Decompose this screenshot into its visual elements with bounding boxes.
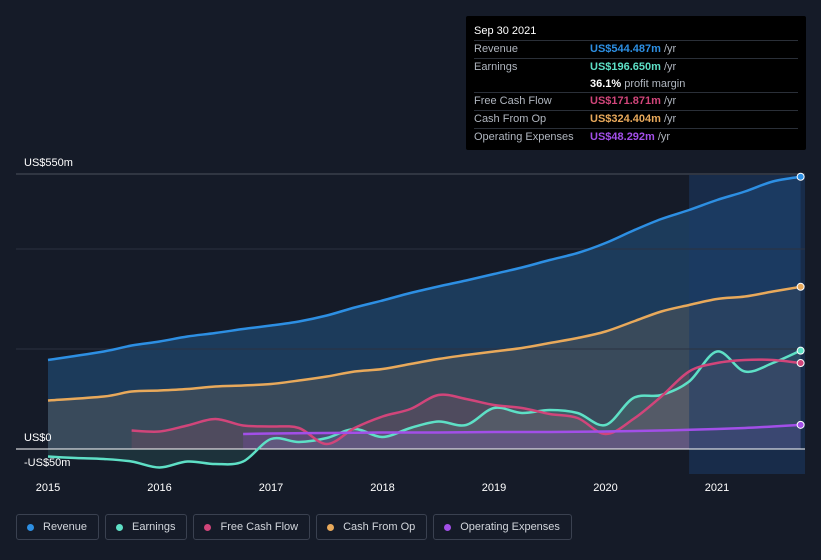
tooltip-label: Earnings bbox=[474, 60, 518, 73]
endpoint-cash-from-op bbox=[796, 282, 805, 291]
tooltip-panel: Sep 30 2021 Revenue US$544.487m/yr Earning… bbox=[466, 16, 806, 150]
x-tick-label: 2017 bbox=[259, 482, 283, 494]
tooltip-date: Sep 30 2021 bbox=[474, 25, 537, 37]
grid-lines bbox=[16, 173, 805, 450]
series-line-earnings bbox=[47, 349, 802, 469]
legend-label: Cash From Op bbox=[343, 521, 416, 533]
tooltip-unit: /yr bbox=[663, 95, 677, 108]
legend-item-cash-from-op[interactable]: Cash From Op bbox=[316, 514, 428, 540]
legend-label: Free Cash Flow bbox=[220, 521, 299, 533]
x-tick-label: 2018 bbox=[370, 482, 394, 494]
x-tick-label: 2021 bbox=[705, 482, 729, 494]
forecast-highlight-band bbox=[689, 175, 805, 474]
tooltip-label: Operating Expenses bbox=[474, 130, 574, 143]
legend-item-operating-expenses[interactable]: Operating Expenses bbox=[433, 514, 572, 540]
tooltip-unit: /yr bbox=[663, 43, 677, 55]
tooltip-row: 36.1% profit margin bbox=[474, 76, 798, 93]
legend-item-free-cash-flow[interactable]: Free Cash Flow bbox=[193, 514, 311, 540]
tooltip-row: Earnings US$196.650m/yr bbox=[474, 57, 798, 76]
series-line-revenue bbox=[47, 175, 801, 362]
tooltip-row: Cash From Op US$324.404m/yr bbox=[474, 110, 798, 128]
area-revenue bbox=[48, 176, 801, 450]
area-free-cash-flow bbox=[131, 359, 801, 449]
axis-labels: US$550m US$0 -US$50m bbox=[24, 157, 73, 469]
y-label-bottom: -US$50m bbox=[24, 457, 70, 469]
tooltip-value: US$171.871m bbox=[590, 95, 661, 108]
x-tick-label: 2020 bbox=[593, 482, 617, 494]
endpoint-operating-expenses bbox=[796, 420, 805, 429]
tooltip-value: US$48.292m bbox=[590, 130, 655, 143]
legend-dot-icon bbox=[327, 523, 335, 531]
tooltip-row: Revenue US$544.487m/yr bbox=[474, 40, 798, 58]
tooltip-label: Free Cash Flow bbox=[474, 95, 552, 108]
tooltip-label: Cash From Op bbox=[474, 113, 547, 126]
legend-label: Earnings bbox=[132, 521, 176, 533]
endpoint-earnings bbox=[796, 346, 805, 355]
y-label-zero: US$0 bbox=[24, 432, 52, 444]
tooltip-value: 36.1% bbox=[590, 77, 622, 90]
legend-label: Operating Expenses bbox=[460, 521, 560, 533]
x-tick-labels: 2015 2016 2017 2018 2019 2020 2021 bbox=[36, 482, 729, 494]
tooltip-unit: /yr bbox=[663, 60, 677, 73]
x-tick-label: 2016 bbox=[147, 482, 171, 494]
tooltip-label bbox=[474, 76, 590, 93]
legend-dot-icon bbox=[116, 523, 124, 531]
legend-dot-icon bbox=[444, 523, 452, 531]
legend: Revenue Earnings Free Cash Flow Cash From O… bbox=[16, 514, 578, 542]
series-line-free-cash-flow bbox=[131, 358, 801, 446]
series-line-cash-from-op bbox=[47, 285, 801, 402]
tooltip-value: US$544.487m bbox=[590, 43, 661, 55]
area-fills bbox=[48, 176, 801, 468]
legend-dot-icon bbox=[27, 523, 34, 531]
y-label-top: US$550m bbox=[24, 157, 73, 169]
legend-item-revenue[interactable]: Revenue bbox=[16, 514, 100, 540]
tooltip-row: Operating Expenses US$48.292m/yr bbox=[474, 127, 798, 146]
legend-item-earnings[interactable]: Earnings bbox=[105, 514, 188, 540]
legend-dot-icon bbox=[204, 523, 212, 531]
x-tick-label: 2015 bbox=[36, 482, 60, 494]
area-earnings bbox=[48, 350, 801, 468]
tooltip-unit: profit margin bbox=[624, 77, 686, 90]
tooltip-label: Revenue bbox=[474, 43, 519, 55]
legend-label: Revenue bbox=[43, 521, 88, 533]
tooltip-unit: /yr bbox=[663, 113, 677, 126]
series-lines bbox=[47, 175, 802, 469]
tooltip-value: US$324.404m bbox=[590, 113, 661, 126]
endpoint-revenue bbox=[796, 172, 805, 181]
tooltip-unit: /yr bbox=[657, 130, 671, 143]
tooltip-value: US$196.650m bbox=[590, 60, 661, 73]
series-line-operating-expenses bbox=[243, 423, 801, 436]
series-endpoints bbox=[796, 172, 805, 429]
x-tick-label: 2019 bbox=[482, 482, 506, 494]
area-cash-from-op bbox=[48, 286, 801, 449]
tooltip-row: Free Cash Flow US$171.871m/yr bbox=[474, 92, 798, 110]
endpoint-free-cash-flow bbox=[796, 359, 805, 368]
